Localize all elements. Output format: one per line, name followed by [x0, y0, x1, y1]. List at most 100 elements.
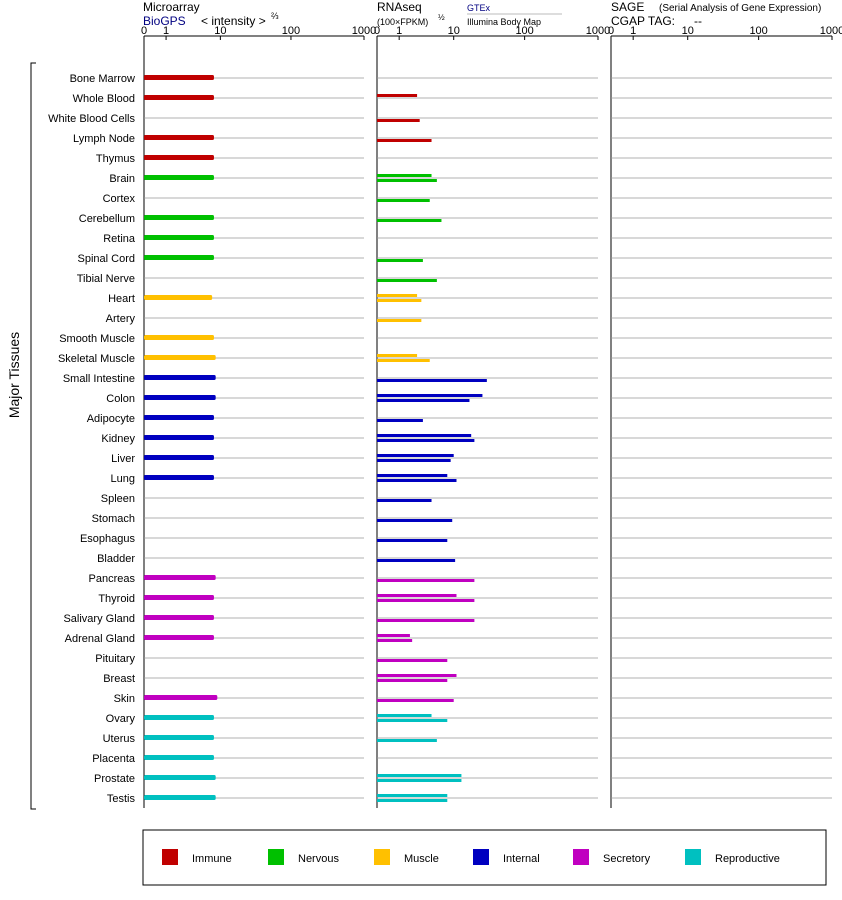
- panel-0-tick-label: 100: [282, 25, 300, 37]
- bar-rnaseq-gtex[interactable]: [377, 354, 418, 357]
- bar-microarray-biogps[interactable]: [144, 455, 214, 460]
- tissue-label: Adrenal Gland: [65, 633, 135, 645]
- tissue-label: Pancreas: [89, 573, 136, 585]
- tissue-label: Thyroid: [98, 593, 135, 605]
- bar-microarray-biogps[interactable]: [144, 595, 214, 600]
- bar-rnaseq-illumina-body-map[interactable]: [377, 799, 448, 802]
- legend-label-muscle: Muscle: [404, 853, 439, 865]
- bar-rnaseq-gtex[interactable]: [377, 94, 418, 97]
- bar-rnaseq-illumina-body-map[interactable]: [377, 179, 437, 182]
- bar-rnaseq-gtex[interactable]: [377, 594, 457, 597]
- bar-rnaseq-illumina-body-map[interactable]: [377, 499, 432, 502]
- rnaseq-title: RNAseq: [377, 0, 422, 14]
- bar-microarray-biogps[interactable]: [144, 175, 214, 180]
- bar-microarray-biogps[interactable]: [144, 575, 216, 580]
- bar-microarray-biogps[interactable]: [144, 375, 216, 380]
- microarray-unit: < intensity >: [201, 14, 266, 28]
- legend-label-secretory: Secretory: [603, 853, 651, 865]
- bar-rnaseq-illumina-body-map[interactable]: [377, 439, 475, 442]
- bar-rnaseq-illumina-body-map[interactable]: [377, 659, 448, 662]
- tissue-label: Bone Marrow: [70, 73, 135, 85]
- tissue-label: Skeletal Muscle: [58, 353, 135, 365]
- bar-rnaseq-gtex[interactable]: [377, 394, 483, 397]
- bar-microarray-biogps[interactable]: [144, 435, 214, 440]
- tissue-label: Smooth Muscle: [59, 333, 135, 345]
- bar-microarray-biogps[interactable]: [144, 635, 214, 640]
- tissue-bracket: [30, 62, 36, 810]
- bar-rnaseq-gtex[interactable]: [377, 774, 462, 777]
- bar-rnaseq-illumina-body-map[interactable]: [377, 719, 448, 722]
- bar-microarray-biogps[interactable]: [144, 135, 214, 140]
- bar-rnaseq-gtex[interactable]: [377, 454, 454, 457]
- bar-rnaseq-illumina-body-map[interactable]: [377, 459, 451, 462]
- bar-rnaseq-illumina-body-map[interactable]: [377, 299, 422, 302]
- bar-microarray-biogps[interactable]: [144, 415, 214, 420]
- bar-microarray-biogps[interactable]: [144, 795, 216, 800]
- bar-microarray-biogps[interactable]: [144, 95, 214, 100]
- bar-rnaseq-illumina-body-map[interactable]: [377, 479, 457, 482]
- bar-rnaseq-illumina-body-map[interactable]: [377, 219, 442, 222]
- sage-subtitle: (Serial Analysis of Gene Expression): [659, 3, 821, 14]
- bar-microarray-biogps[interactable]: [144, 615, 214, 620]
- bar-rnaseq-illumina-body-map[interactable]: [377, 279, 437, 282]
- bar-rnaseq-gtex[interactable]: [377, 174, 432, 177]
- panel-2-tick-label: 1: [630, 25, 636, 37]
- tissue-label: Thymus: [96, 153, 136, 165]
- bar-rnaseq-illumina-body-map[interactable]: [377, 259, 423, 262]
- microarray-source-link[interactable]: BioGPS: [143, 14, 186, 28]
- bar-rnaseq-illumina-body-map[interactable]: [377, 119, 420, 122]
- bar-rnaseq-illumina-body-map[interactable]: [377, 399, 470, 402]
- bar-rnaseq-illumina-body-map[interactable]: [377, 739, 437, 742]
- bar-microarray-biogps[interactable]: [144, 475, 214, 480]
- legend-swatch-nervous: [268, 849, 284, 865]
- bar-rnaseq-gtex[interactable]: [377, 434, 472, 437]
- bar-microarray-biogps[interactable]: [144, 295, 213, 300]
- bar-microarray-biogps[interactable]: [144, 75, 214, 80]
- bar-rnaseq-gtex[interactable]: [377, 794, 448, 797]
- bar-rnaseq-illumina-body-map[interactable]: [377, 559, 456, 562]
- bar-rnaseq-gtex[interactable]: [377, 634, 410, 637]
- bar-rnaseq-illumina-body-map[interactable]: [377, 579, 475, 582]
- bar-rnaseq-illumina-body-map[interactable]: [377, 319, 422, 322]
- bar-rnaseq-illumina-body-map[interactable]: [377, 359, 430, 362]
- bar-microarray-biogps[interactable]: [144, 395, 216, 400]
- bar-microarray-biogps[interactable]: [144, 255, 214, 260]
- tissue-label: Brain: [109, 173, 135, 185]
- bar-rnaseq-illumina-body-map[interactable]: [377, 639, 413, 642]
- tissue-label: Ovary: [106, 713, 136, 725]
- bar-rnaseq-illumina-body-map[interactable]: [377, 519, 453, 522]
- bar-microarray-biogps[interactable]: [144, 755, 214, 760]
- bar-rnaseq-illumina-body-map[interactable]: [377, 599, 475, 602]
- bar-rnaseq-gtex[interactable]: [377, 474, 448, 477]
- bar-rnaseq-illumina-body-map[interactable]: [377, 139, 432, 142]
- bar-rnaseq-illumina-body-map[interactable]: [377, 679, 448, 682]
- bar-rnaseq-gtex[interactable]: [377, 674, 457, 677]
- bar-microarray-biogps[interactable]: [144, 155, 214, 160]
- panel-2-tick-label: 100: [749, 25, 767, 37]
- bar-rnaseq-illumina-body-map[interactable]: [377, 199, 430, 202]
- bar-rnaseq-illumina-body-map[interactable]: [377, 379, 487, 382]
- bar-rnaseq-illumina-body-map[interactable]: [377, 699, 454, 702]
- tissue-label: Spinal Cord: [78, 253, 135, 265]
- bar-microarray-biogps[interactable]: [144, 775, 216, 780]
- bar-rnaseq-gtex[interactable]: [377, 294, 418, 297]
- bar-microarray-biogps[interactable]: [144, 735, 214, 740]
- bar-microarray-biogps[interactable]: [144, 715, 214, 720]
- bar-rnaseq-illumina-body-map[interactable]: [377, 619, 475, 622]
- bar-rnaseq-gtex[interactable]: [377, 714, 432, 717]
- rnaseq-source-gtex-link[interactable]: GTEx: [467, 3, 491, 13]
- bar-rnaseq-illumina-body-map[interactable]: [377, 539, 448, 542]
- bar-rnaseq-illumina-body-map[interactable]: [377, 419, 423, 422]
- bar-microarray-biogps[interactable]: [144, 355, 216, 360]
- bar-microarray-biogps[interactable]: [144, 695, 218, 700]
- bar-microarray-biogps[interactable]: [144, 335, 214, 340]
- tissue-label: Prostate: [94, 773, 135, 785]
- sage-tag-label: CGAP TAG:: [611, 14, 675, 28]
- bar-microarray-biogps[interactable]: [144, 235, 214, 240]
- legend-label-immune: Immune: [192, 853, 232, 865]
- panel-0-tick-label: 1: [163, 25, 169, 37]
- bar-rnaseq-illumina-body-map[interactable]: [377, 779, 462, 782]
- bar-microarray-biogps[interactable]: [144, 215, 214, 220]
- tissue-label: Colon: [106, 393, 135, 405]
- panel-0-tick-label: 1000: [352, 25, 376, 37]
